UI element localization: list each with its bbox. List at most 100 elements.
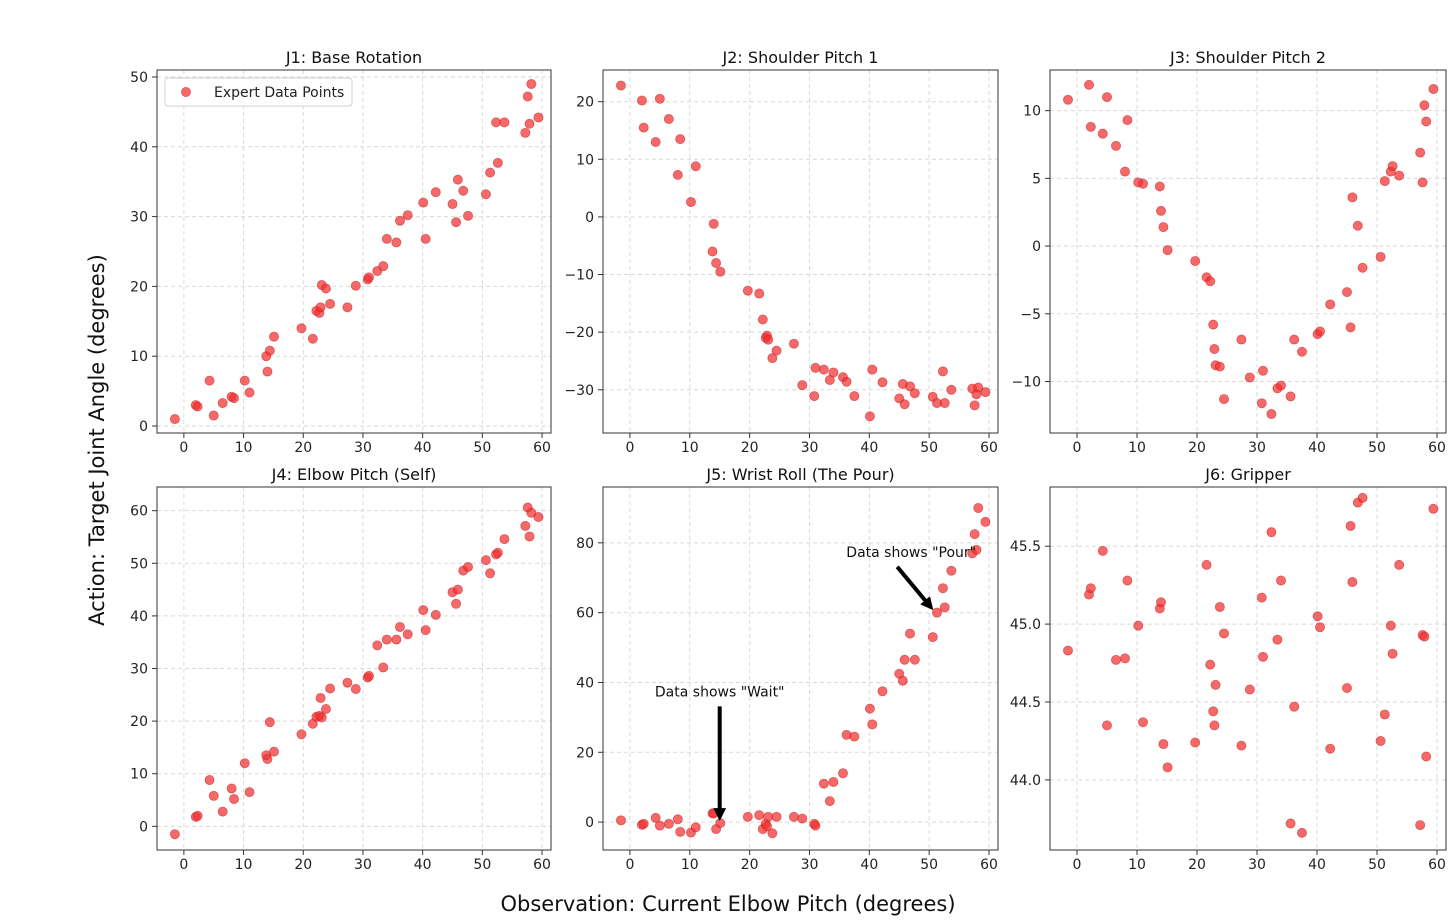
data-point	[1379, 709, 1390, 720]
data-point	[320, 704, 331, 715]
data-point	[1156, 205, 1167, 216]
data-point	[1385, 620, 1396, 631]
y-tick-label: 50	[130, 70, 148, 86]
data-point	[452, 174, 463, 185]
data-point	[229, 793, 240, 804]
y-tick-label: 10	[130, 349, 148, 365]
data-point	[524, 118, 535, 129]
data-point	[208, 410, 219, 421]
annotation-label: Data shows "Wait"	[655, 684, 785, 700]
y-tick-label: 30	[130, 210, 148, 226]
data-point	[420, 233, 431, 244]
data-point	[1258, 651, 1269, 662]
data-point	[757, 314, 768, 325]
y-tick-label: 60	[130, 504, 148, 520]
data-point	[1120, 653, 1131, 664]
x-tick-label: 50	[920, 857, 938, 873]
data-point	[1063, 645, 1074, 656]
legend-marker	[180, 87, 191, 98]
y-tick-label: 10	[576, 152, 594, 168]
data-point	[672, 169, 683, 180]
data-point	[1428, 83, 1439, 94]
data-point	[788, 338, 799, 349]
data-point	[937, 366, 948, 377]
x-tick-label: 20	[1188, 857, 1206, 873]
data-point	[672, 814, 683, 825]
data-point	[1421, 116, 1432, 127]
y-tick-label: 10	[130, 767, 148, 783]
data-point	[1236, 740, 1247, 751]
data-point	[715, 266, 726, 277]
data-point	[939, 398, 950, 409]
data-point	[1289, 701, 1300, 712]
data-point	[264, 717, 275, 728]
data-point	[636, 95, 647, 106]
y-tick-label: 20	[130, 279, 148, 295]
y-tick-label: −10	[564, 268, 594, 284]
data-point	[828, 367, 839, 378]
subplot-title: J6: Gripper	[1204, 465, 1291, 484]
data-point	[342, 302, 353, 313]
data-point	[711, 258, 722, 269]
data-point	[742, 285, 753, 296]
data-point	[809, 391, 820, 402]
x-tick-label: 60	[533, 857, 551, 873]
data-point	[269, 746, 280, 757]
data-point	[931, 607, 942, 618]
data-point	[1208, 706, 1219, 717]
data-point	[708, 218, 719, 229]
data-point	[867, 719, 878, 730]
data-point	[264, 345, 275, 356]
data-point	[663, 113, 674, 124]
data-point	[192, 810, 203, 821]
data-point	[1063, 94, 1074, 105]
y-tick-label: 40	[130, 140, 148, 156]
data-point	[973, 382, 984, 393]
data-point	[342, 677, 353, 688]
x-tick-label: 60	[533, 440, 551, 456]
y-tick-label: 40	[130, 609, 148, 625]
subplot-title: J1: Base Rotation	[285, 48, 422, 67]
subplot-5: 0 10 20 30 40 50 60 0 20 40 60 80 J5: Wrist Roll (Th…	[576, 465, 999, 873]
y-tick-label: 60	[576, 606, 594, 622]
data-point	[1357, 492, 1368, 503]
data-point	[1272, 634, 1283, 645]
subplot-title: J4: Elbow Pitch (Self)	[271, 465, 437, 484]
x-tick-label: 50	[920, 440, 938, 456]
x-tick-label: 20	[1188, 440, 1206, 456]
x-tick-label: 40	[1308, 440, 1326, 456]
data-point	[1209, 720, 1220, 731]
data-point	[654, 93, 665, 104]
data-point	[1256, 398, 1267, 409]
data-point	[927, 632, 938, 643]
x-tick-label: 60	[980, 440, 998, 456]
data-point	[1205, 659, 1216, 670]
data-point	[1345, 322, 1356, 333]
y-tick-label: 20	[576, 745, 594, 761]
data-point	[480, 555, 491, 566]
data-point	[418, 197, 429, 208]
data-point	[1285, 818, 1296, 829]
data-point	[1415, 820, 1426, 831]
data-point	[1097, 545, 1108, 556]
data-point	[797, 380, 808, 391]
subplot-title: J2: Shoulder Pitch 1	[722, 48, 879, 67]
legend-label: Expert Data Points	[214, 85, 344, 101]
y-tick-label: 5	[1032, 171, 1041, 187]
data-point	[715, 818, 726, 829]
data-point	[463, 561, 474, 572]
data-point	[650, 137, 661, 148]
data-point	[1210, 679, 1221, 690]
data-point	[899, 654, 910, 665]
data-point	[458, 185, 469, 196]
data-point	[1158, 222, 1169, 233]
y-tick-label: 0	[139, 819, 148, 835]
x-tick-label: 10	[1128, 440, 1146, 456]
x-tick-label: 40	[860, 440, 878, 456]
data-point	[1258, 365, 1269, 376]
data-point	[363, 670, 374, 681]
y-tick-label: 45.0	[1010, 617, 1041, 633]
data-point	[1266, 527, 1277, 538]
y-tick-label: 30	[130, 662, 148, 678]
axes-frame	[1049, 486, 1447, 851]
